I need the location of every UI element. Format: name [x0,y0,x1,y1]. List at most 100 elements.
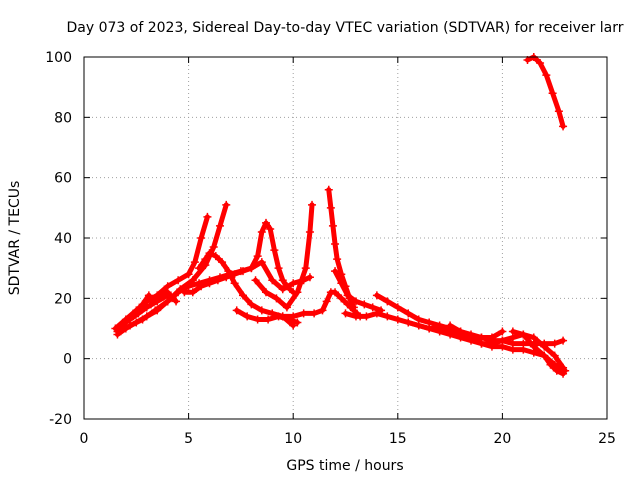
data-point-marker [205,279,214,288]
series-track-9 [232,306,302,327]
data-point-marker [257,227,266,236]
series-track-19 [523,53,568,131]
data-point-marker [331,288,340,297]
data-point-marker [247,264,256,273]
series-line [148,289,179,307]
y-tick-label: 60 [54,171,72,187]
data-point-marker [550,339,559,348]
data-point-marker [253,315,262,324]
series-line [447,322,566,371]
data-point-marker [305,227,314,236]
data-point-marker [215,221,224,230]
data-point-marker [519,345,528,354]
data-point-marker [559,336,568,345]
data-point-marker [224,267,233,276]
data-point-marker [299,309,308,318]
data-point-marker [487,339,496,348]
tick-labels: 0 5 10 15 20 25 -20 0 20 40 60 80 100 [45,50,616,447]
data-point-marker [542,71,551,80]
data-point-marker [368,303,377,312]
data-point-marker [274,264,283,273]
data-point-marker [282,303,291,312]
data-point-marker [529,342,538,351]
data-point-marker [146,300,155,309]
grid [84,57,607,419]
data-point-marker [238,291,247,300]
x-tick-label: 10 [284,431,302,447]
data-point-marker [132,318,141,327]
data-point-marker [351,297,360,306]
x-tick-label: 0 [80,431,89,447]
data-point-marker [318,306,327,315]
data-point-marker [552,366,561,375]
data-point-marker [404,318,413,327]
data-point-marker [393,303,402,312]
series-track-7 [180,218,298,297]
data-point-marker [383,312,392,321]
data-point-marker [201,255,210,264]
data-point-marker [546,360,555,369]
data-series [111,53,570,378]
series-line [525,54,566,129]
data-point-marker [218,258,227,267]
data-point-marker [232,306,241,315]
y-tick-label: 80 [54,110,72,126]
x-tick-label: 20 [493,431,511,447]
data-point-marker [341,309,350,318]
data-point-marker [372,309,381,318]
data-point-marker [529,333,538,342]
data-point-marker [333,255,342,264]
data-point-marker [477,339,486,348]
data-point-marker [270,246,279,255]
series-track-10 [251,200,317,312]
data-point-marker [184,270,193,279]
data-point-marker [142,312,151,321]
data-point-marker [268,276,277,285]
data-point-marker [247,300,256,309]
data-point-marker [174,276,183,285]
series-line [112,214,210,331]
data-point-marker [310,309,319,318]
data-point-marker [163,288,172,297]
data-point-marker [554,107,563,116]
data-point-marker [293,288,302,297]
series-track-8 [195,249,298,330]
data-point-marker [383,297,392,306]
data-point-marker [222,200,231,209]
data-point-marker [498,327,507,336]
data-point-marker [308,200,317,209]
data-point-marker [324,185,333,194]
data-point-marker [209,243,218,252]
data-point-marker [301,264,310,273]
data-point-marker [126,315,135,324]
data-point-marker [142,303,151,312]
data-point-marker [272,294,281,303]
y-tick-label: 20 [54,291,72,307]
data-point-marker [257,258,266,267]
data-point-marker [138,300,147,309]
data-point-marker [266,224,275,233]
data-point-marker [331,267,340,276]
series-track-18 [508,327,568,378]
data-point-marker [238,267,247,276]
y-tick-label: 0 [63,352,72,368]
data-point-marker [153,306,162,315]
data-point-marker [197,234,206,242]
data-point-marker [435,327,444,336]
data-point-marker [331,240,340,249]
chart-title: Day 073 of 2023, Sidereal Day-to-day VTE… [67,20,624,36]
data-point-marker [508,345,517,354]
data-point-marker [425,324,434,333]
data-point-marker [550,351,559,360]
data-point-marker [264,315,273,324]
y-tick-label: 100 [45,50,72,66]
axis-ticks [83,56,608,420]
data-point-marker [289,279,298,288]
data-point-marker [343,291,352,300]
data-point-marker [278,276,287,285]
data-point-marker [337,279,346,288]
x-tick-label: 5 [184,431,193,447]
data-point-marker [180,288,189,297]
data-point-marker [113,327,122,336]
